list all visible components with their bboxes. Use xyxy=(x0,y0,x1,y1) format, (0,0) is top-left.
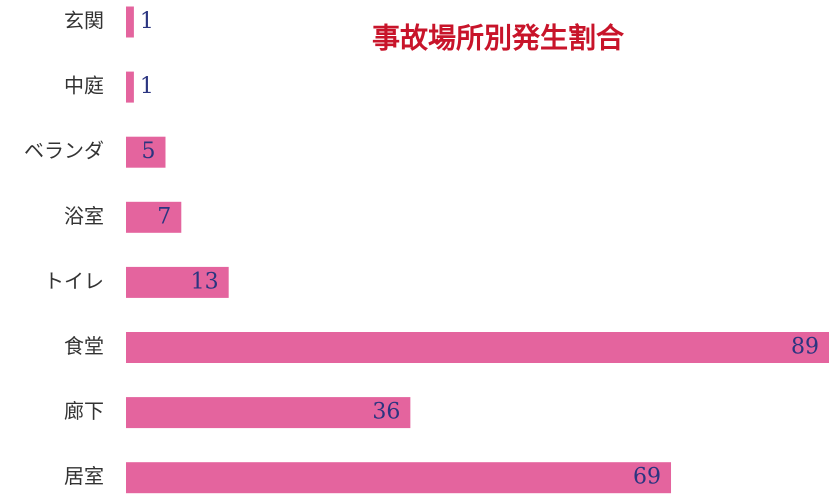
category-label: 中庭 xyxy=(64,74,104,98)
bar xyxy=(126,71,134,103)
category-label: 廊下 xyxy=(64,399,104,423)
category-label: 居室 xyxy=(64,464,104,488)
category-label: トイレ xyxy=(44,269,104,293)
value-label: 1 xyxy=(140,74,154,99)
chart-title: 事故場所別発生割合 xyxy=(372,22,625,55)
bar xyxy=(126,266,229,298)
value-label: 5 xyxy=(141,139,155,164)
value-label: 7 xyxy=(157,204,171,229)
category-label: ベランダ xyxy=(24,139,104,163)
value-label: 69 xyxy=(633,465,661,490)
category-label: 食堂 xyxy=(64,334,104,358)
bar xyxy=(126,6,134,38)
value-label: 13 xyxy=(191,269,219,294)
value-label: 36 xyxy=(372,400,400,425)
bar xyxy=(126,397,411,429)
value-label: 89 xyxy=(791,335,819,360)
value-label: 1 xyxy=(140,9,154,34)
bar xyxy=(126,332,829,363)
category-label: 玄関 xyxy=(64,9,104,33)
bar xyxy=(126,136,166,168)
bar xyxy=(126,462,672,494)
category-label: 浴室 xyxy=(64,204,104,228)
bar xyxy=(126,201,182,233)
